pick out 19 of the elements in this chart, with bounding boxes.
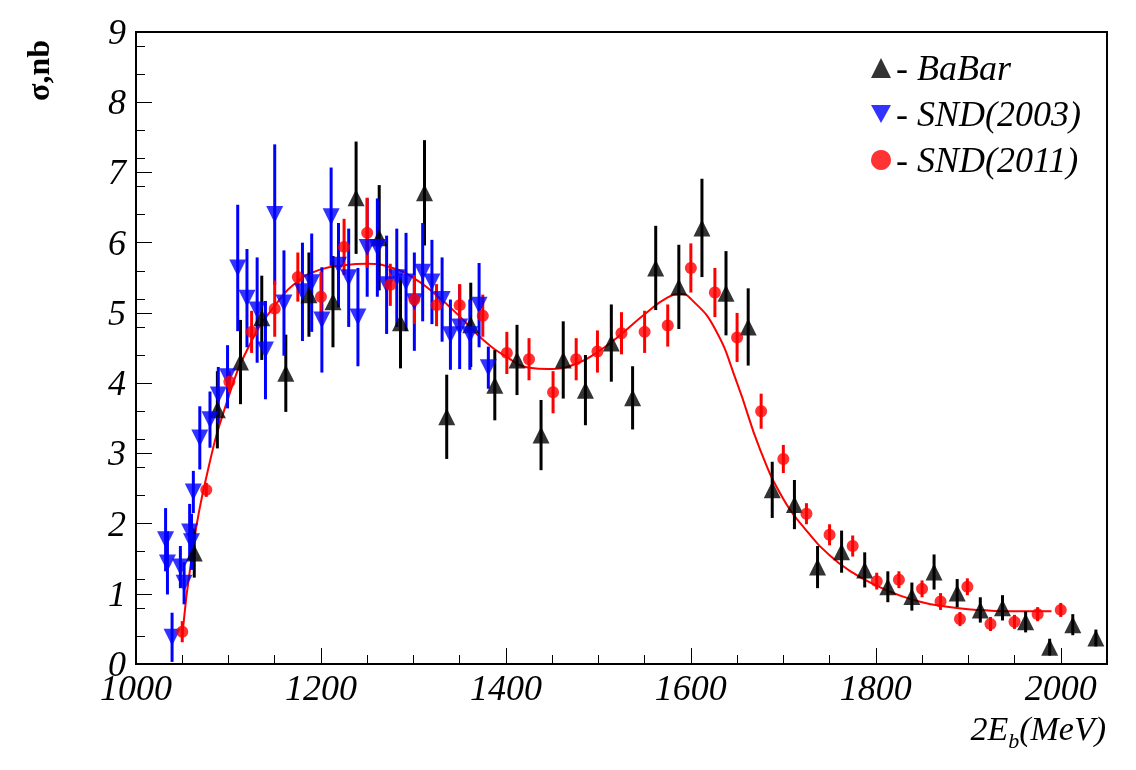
x-tick-label: 1800 [839, 668, 912, 708]
y-tick-label: 4 [108, 363, 126, 404]
y-tick-label: 1 [108, 573, 126, 614]
x-tick-label: 2000 [1024, 668, 1097, 708]
legend-label: - BaBar [896, 48, 1012, 88]
y-tick-label: 5 [108, 292, 126, 333]
y-tick-label: 3 [107, 433, 126, 474]
y-tick-label: 6 [108, 222, 126, 263]
legend-label: - SND(2003) [896, 94, 1082, 134]
x-tick-label: 1200 [284, 668, 357, 708]
y-tick-label: 2 [108, 503, 126, 544]
y-tick-label: 7 [108, 152, 128, 193]
y-axis-title: σ,nb [20, 40, 56, 101]
x-axis-title: 2E$_{b}$(MeV) [970, 710, 1106, 754]
x-tick-label: 1600 [654, 668, 727, 708]
x-tick-label: 1400 [469, 668, 542, 708]
y-tick-label: 9 [108, 12, 126, 52]
y-tick-label: 8 [108, 82, 126, 123]
legend-label: - SND(2011) [896, 140, 1079, 180]
